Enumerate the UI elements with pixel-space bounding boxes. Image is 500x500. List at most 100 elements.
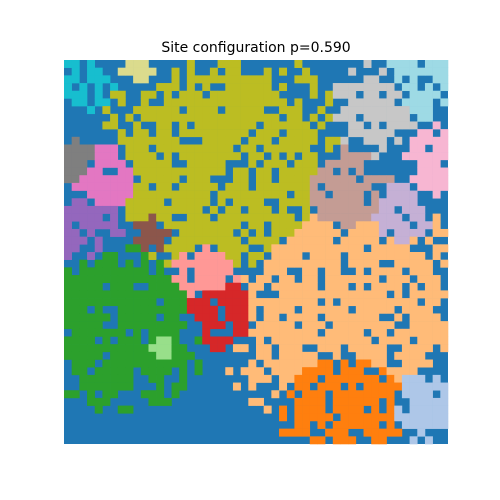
heatmap-cell — [133, 75, 142, 84]
heatmap-cell — [125, 267, 134, 276]
heatmap-cell — [209, 113, 218, 122]
heatmap-cell — [71, 351, 80, 360]
heatmap-cell — [371, 259, 380, 268]
heatmap-cell — [440, 390, 449, 399]
heatmap-cell — [79, 182, 88, 191]
heatmap-cell — [417, 351, 426, 360]
heatmap-cell — [156, 182, 165, 191]
heatmap-cell — [256, 106, 264, 115]
heatmap-cell — [325, 205, 334, 214]
heatmap-cell — [417, 221, 426, 230]
heatmap-cell — [401, 198, 410, 207]
heatmap-cell — [263, 213, 272, 222]
heatmap-cell — [348, 213, 357, 222]
heatmap-cell — [117, 321, 126, 330]
heatmap-cell — [71, 344, 80, 353]
heatmap-cell — [440, 167, 449, 176]
heatmap-cell — [286, 351, 295, 360]
heatmap-cell — [340, 436, 349, 445]
heatmap-cell — [371, 152, 380, 161]
heatmap-cell — [87, 67, 96, 76]
heatmap-cell — [440, 328, 449, 337]
heatmap-cell — [64, 305, 72, 314]
heatmap-cell — [133, 321, 142, 330]
heatmap-cell — [302, 298, 311, 307]
heatmap-cell — [71, 359, 80, 368]
heatmap-cell — [71, 390, 80, 399]
heatmap-cell — [209, 236, 218, 245]
heatmap-cell — [271, 90, 280, 99]
heatmap-cell — [309, 390, 318, 399]
heatmap-cell — [71, 136, 80, 145]
heatmap-cell — [94, 259, 103, 268]
heatmap-cell — [294, 336, 303, 345]
heatmap-cell — [209, 305, 218, 314]
heatmap-cell — [286, 252, 295, 260]
heatmap-cell — [401, 83, 410, 92]
heatmap-cell — [156, 175, 165, 184]
heatmap-grid — [64, 60, 449, 445]
heatmap-cell — [140, 152, 149, 161]
heatmap-cell — [171, 190, 180, 199]
heatmap-cell — [232, 67, 241, 76]
heatmap-cell — [271, 152, 280, 161]
heatmap-cell — [163, 275, 172, 284]
heatmap-cell — [409, 305, 418, 314]
heatmap-cell — [386, 129, 395, 138]
heatmap-cell — [209, 75, 218, 84]
heatmap-cell — [148, 282, 157, 291]
heatmap-cell — [194, 90, 203, 99]
heatmap-cell — [64, 228, 72, 237]
heatmap-cell — [202, 321, 211, 330]
heatmap-cell — [294, 190, 303, 199]
heatmap-cell — [417, 267, 426, 276]
heatmap-cell — [332, 436, 341, 445]
heatmap-cell — [394, 267, 403, 276]
heatmap-cell — [394, 67, 403, 76]
heatmap-cell — [286, 213, 295, 222]
heatmap-cell — [348, 121, 357, 130]
heatmap-cell — [279, 428, 288, 437]
heatmap-cell — [355, 83, 364, 92]
heatmap-cell — [79, 198, 88, 207]
heatmap-cell — [225, 290, 234, 299]
heatmap-cell — [194, 129, 203, 138]
heatmap-cell — [263, 259, 272, 268]
heatmap-cell — [186, 205, 195, 214]
heatmap-cell — [148, 252, 157, 260]
heatmap-cell — [348, 328, 357, 337]
heatmap-cell — [417, 159, 426, 168]
heatmap-cell — [117, 367, 126, 376]
heatmap-cell — [240, 367, 249, 376]
heatmap-cell — [309, 190, 318, 199]
heatmap-cell — [317, 228, 326, 237]
heatmap-cell — [79, 382, 88, 391]
heatmap-cell — [332, 190, 341, 199]
heatmap-cell — [363, 98, 372, 107]
heatmap-cell — [371, 75, 380, 84]
heatmap-cell — [386, 60, 395, 68]
heatmap-cell — [256, 344, 264, 353]
heatmap-cell — [371, 390, 380, 399]
heatmap-cell — [209, 152, 218, 161]
heatmap-cell — [348, 390, 357, 399]
heatmap-cell — [102, 252, 111, 260]
heatmap-cell — [263, 374, 272, 383]
heatmap-cell — [424, 136, 433, 145]
heatmap-cell — [133, 221, 142, 230]
heatmap-cell — [64, 167, 72, 176]
heatmap-cell — [94, 344, 103, 353]
heatmap-cell — [240, 167, 249, 176]
heatmap-cell — [217, 321, 226, 330]
heatmap-cell — [71, 313, 80, 322]
heatmap-cell — [302, 282, 311, 291]
heatmap-cell — [140, 359, 149, 368]
heatmap-cell — [217, 259, 226, 268]
heatmap-cell — [355, 282, 364, 291]
heatmap-cell — [325, 382, 334, 391]
heatmap-cell — [87, 205, 96, 214]
heatmap-cell — [309, 113, 318, 122]
heatmap-cell — [279, 252, 288, 260]
heatmap-cell — [424, 221, 433, 230]
